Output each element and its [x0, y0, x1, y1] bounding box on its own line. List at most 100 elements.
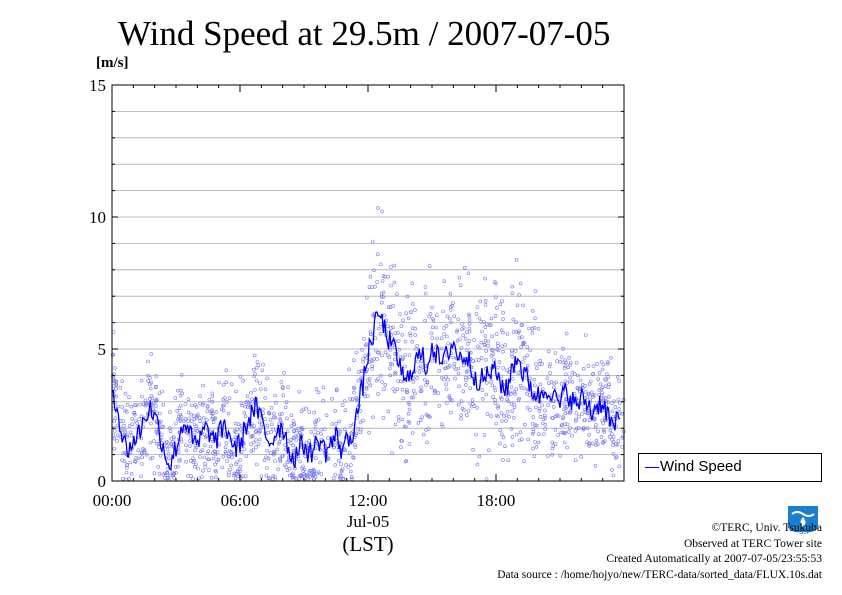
data-point	[113, 429, 117, 433]
x-axis-title: (LST)	[342, 532, 393, 556]
data-point	[245, 394, 250, 399]
x-tick-label: 18:00	[477, 491, 516, 510]
data-point	[601, 440, 605, 444]
data-point	[209, 409, 213, 414]
data-point	[527, 393, 532, 398]
data-point	[515, 303, 520, 308]
data-point	[477, 454, 482, 459]
data-point	[123, 428, 127, 433]
data-point	[484, 349, 489, 353]
data-point	[568, 426, 572, 430]
data-point	[160, 389, 164, 394]
data-point	[439, 375, 444, 380]
data-point	[567, 355, 572, 360]
data-point	[586, 442, 591, 446]
data-point	[418, 418, 423, 423]
data-point	[600, 391, 604, 395]
data-point	[407, 407, 412, 412]
data-point	[568, 363, 572, 367]
data-point	[149, 386, 153, 391]
data-point	[500, 299, 504, 304]
data-point	[477, 316, 482, 321]
data-point	[490, 334, 495, 339]
data-point	[209, 475, 214, 480]
data-point	[568, 361, 573, 365]
data-point	[201, 383, 205, 388]
data-point	[405, 294, 410, 299]
data-point	[560, 422, 565, 427]
data-point	[601, 441, 605, 445]
data-point	[238, 469, 242, 474]
data-point	[566, 430, 571, 434]
data-point	[154, 404, 158, 408]
data-point	[269, 430, 273, 434]
data-point	[381, 290, 386, 295]
data-point	[263, 396, 268, 400]
data-point	[233, 476, 238, 481]
data-point	[130, 417, 134, 421]
data-point	[532, 325, 537, 330]
data-point	[170, 471, 175, 476]
data-point	[608, 428, 613, 433]
data-point	[312, 432, 317, 437]
data-point	[470, 402, 475, 407]
data-point	[251, 440, 256, 445]
data-point	[140, 394, 144, 399]
data-point	[125, 434, 129, 439]
data-point	[531, 415, 536, 419]
data-point	[211, 420, 216, 425]
data-point	[447, 394, 452, 398]
data-point	[132, 459, 137, 464]
data-point	[446, 341, 450, 346]
data-point	[370, 239, 375, 244]
data-point	[310, 468, 315, 473]
data-point	[513, 349, 518, 353]
data-point	[294, 434, 298, 439]
data-point	[257, 437, 262, 442]
data-point	[444, 334, 449, 339]
data-point	[396, 339, 401, 343]
data-point	[611, 435, 616, 439]
data-point	[382, 313, 387, 318]
data-point	[203, 443, 207, 448]
data-point	[280, 385, 285, 389]
data-point	[299, 474, 304, 479]
data-point	[407, 402, 412, 407]
data-point	[501, 349, 505, 354]
data-point	[417, 366, 422, 370]
data-point	[212, 449, 217, 454]
data-point	[486, 448, 491, 453]
data-point	[498, 395, 503, 400]
data-point	[470, 398, 475, 402]
data-point	[206, 449, 211, 454]
data-point	[385, 324, 390, 329]
data-point	[480, 329, 484, 334]
data-point	[511, 317, 516, 322]
data-point	[332, 445, 336, 450]
data-point	[242, 447, 247, 451]
data-point	[536, 326, 541, 331]
data-point	[599, 360, 604, 364]
data-point	[236, 470, 240, 475]
data-point	[130, 422, 134, 427]
data-point	[271, 452, 276, 457]
data-point	[526, 437, 530, 442]
data-point	[348, 469, 353, 474]
data-point	[410, 281, 415, 286]
data-point	[190, 403, 194, 408]
data-point	[490, 383, 495, 388]
data-point	[367, 285, 372, 290]
data-point	[572, 372, 577, 376]
data-point	[393, 357, 397, 362]
data-point	[283, 405, 288, 410]
data-point	[510, 409, 515, 413]
data-point	[449, 410, 453, 415]
data-point	[466, 409, 471, 413]
data-point	[191, 477, 195, 482]
data-point	[243, 414, 248, 419]
data-point	[501, 458, 505, 462]
data-point	[421, 432, 426, 437]
data-point	[358, 420, 363, 425]
data-point	[263, 387, 268, 392]
data-point	[125, 402, 130, 407]
